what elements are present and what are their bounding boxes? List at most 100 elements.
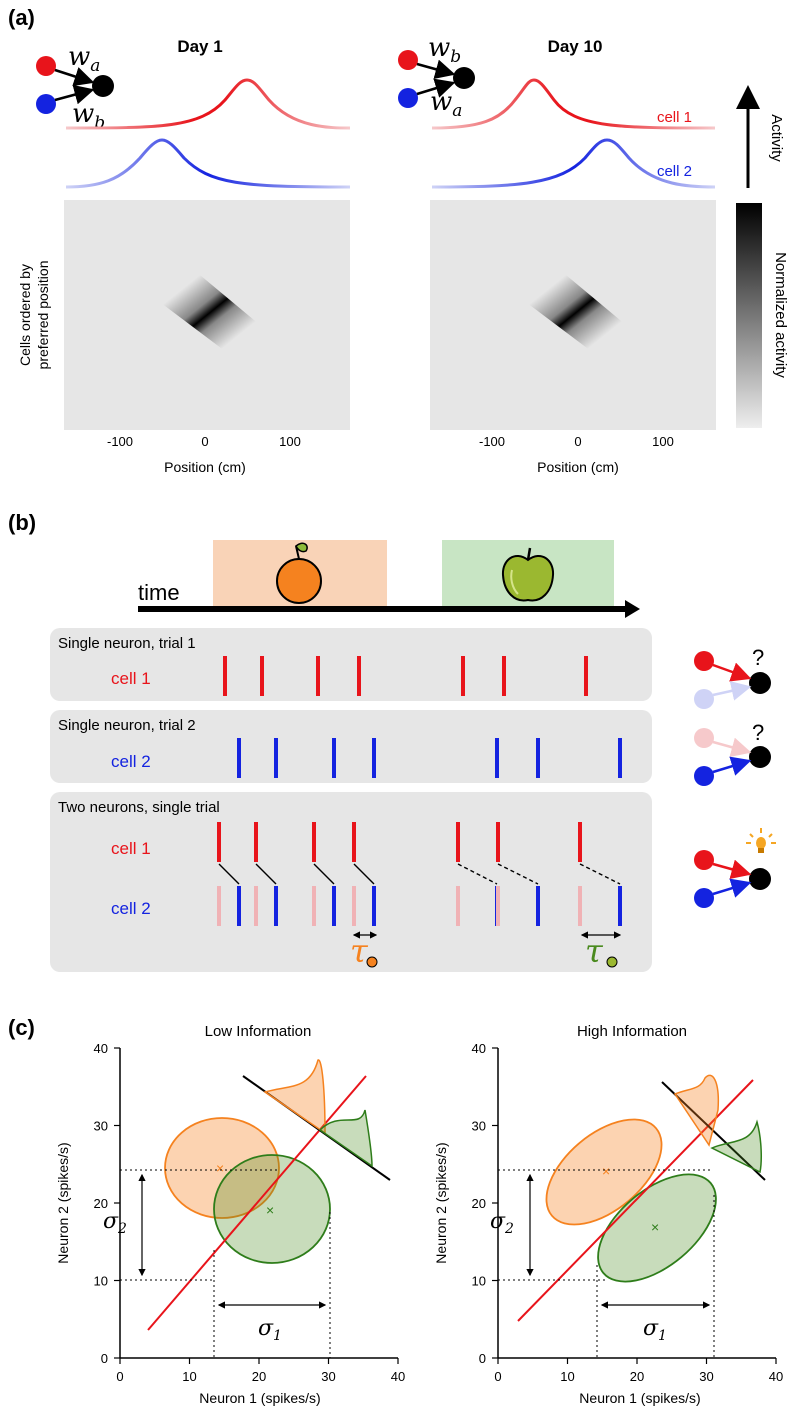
high-green-mean-icon: × [651, 1219, 659, 1235]
svg-text:σ2: σ2 [103, 1209, 127, 1237]
trial2-cell2-label: cell 2 [111, 752, 151, 771]
panel-b-label: (b) [8, 510, 36, 535]
day10-w-top: w [428, 33, 450, 63]
day1-xtick-1: 0 [201, 434, 208, 449]
day10-xtick-0: -100 [479, 434, 505, 449]
lightbulb-icon [746, 828, 776, 853]
day1-circuit-diagram: wa wb [36, 42, 114, 133]
trial1-question: ? [752, 645, 764, 670]
svg-text:σ1: σ1 [258, 1316, 282, 1344]
trial2-label: Single neuron, trial 2 [58, 717, 196, 734]
ylabel-line2: preferred position [35, 261, 51, 370]
high-decision-line [517, 1079, 754, 1322]
trial3-cell1-label: cell 1 [111, 839, 151, 858]
trial3-box [50, 792, 652, 972]
tau-orange: τ [350, 932, 369, 970]
day10-cell1-tuning-curve [431, 78, 716, 130]
delay-link [313, 863, 335, 885]
apple-small-icon [606, 956, 618, 968]
low-ylabel: Neuron 2 (spikes/s) [55, 1142, 71, 1263]
high-sigma2-sub: 2 [504, 1221, 514, 1237]
day1-w-bottom: w [72, 99, 94, 129]
colorbar [736, 203, 762, 428]
trial1-spike-train [223, 656, 588, 696]
low-orange-projection [263, 1059, 326, 1135]
day1-w-bottom-sub: b [94, 113, 105, 133]
y-tick: 20 [94, 1196, 108, 1211]
high-green-distribution [597, 1173, 717, 1283]
day1-w-top-sub: a [90, 56, 100, 76]
delay-link [579, 863, 621, 885]
delay-link [497, 863, 539, 885]
delay-link [353, 863, 375, 885]
apple-icon [501, 547, 555, 602]
trial3-spike-train [217, 822, 622, 926]
day10-cell2-tuning-curve [431, 138, 716, 189]
x-tick: 10 [182, 1369, 196, 1384]
trial2-readout-diagram: ? [694, 720, 771, 786]
y-tick: 30 [472, 1119, 486, 1134]
trial3-cell2-label: cell 2 [111, 899, 151, 918]
y-tick: 10 [94, 1274, 108, 1289]
trial2-box [50, 710, 652, 783]
day1-xlabel: Position (cm) [164, 459, 246, 475]
day1-xtick-0: -100 [107, 434, 133, 449]
x-tick: 40 [391, 1369, 405, 1384]
day10-w-bottom: w [430, 87, 452, 117]
day10-xlabel: Position (cm) [537, 459, 619, 475]
x-tick: 0 [494, 1369, 501, 1384]
y-tick: 0 [479, 1351, 486, 1366]
low-orange-distribution [164, 1117, 280, 1219]
y-tick: 0 [101, 1351, 108, 1366]
day1-title: Day 1 [177, 37, 222, 56]
trial1-label: Single neuron, trial 1 [58, 635, 196, 652]
high-orange-distribution [545, 1118, 663, 1226]
orange-small-icon [366, 956, 378, 968]
low-title: Low Information [205, 1023, 312, 1040]
panel-c-label: (c) [8, 1015, 35, 1040]
y-tick: 20 [472, 1196, 486, 1211]
day1-w-top: w [68, 42, 90, 72]
orange-icon [276, 542, 322, 604]
low-green-distribution [213, 1154, 331, 1264]
y-tick: 30 [94, 1119, 108, 1134]
low-sigma2: σ [103, 1209, 119, 1234]
day10-cell2-label: cell 2 [657, 163, 692, 180]
svg-text:σ1: σ1 [643, 1316, 667, 1344]
x-tick: 30 [699, 1369, 713, 1384]
trial3-readout-diagram [694, 828, 776, 908]
high-xlabel: Neuron 1 (spikes/s) [579, 1390, 700, 1406]
y-tick: 10 [472, 1274, 486, 1289]
high-sigma1-sub: 1 [658, 1328, 667, 1344]
y-tick: 40 [94, 1041, 108, 1056]
high-information-plot: High Information 0 10 20 30 40 0 10 20 30 40 Neur… [433, 1023, 783, 1406]
svg-text:wb: wb [72, 99, 105, 133]
x-tick: 20 [630, 1369, 644, 1384]
low-orange-mean-icon: × [216, 1160, 224, 1176]
day1-heatmap-diagonal [64, 200, 350, 430]
low-sigma1: σ [258, 1316, 274, 1341]
colorbar-label: Normalized activity [772, 252, 789, 378]
day10-circuit-diagram: wb wa [398, 33, 475, 121]
day10-xtick-1: 0 [574, 434, 581, 449]
low-sigma1-sub: 1 [273, 1328, 282, 1344]
delay-link [218, 863, 240, 885]
day10-cell1-label: cell 1 [657, 109, 692, 126]
high-sigma2: σ [490, 1209, 506, 1234]
high-green-projection [710, 1119, 762, 1174]
x-tick: 20 [252, 1369, 266, 1384]
red-neuron-icon [398, 50, 418, 70]
trial3-label: Two neurons, single trial [58, 799, 220, 816]
trial2-spike-train [237, 738, 622, 778]
day10-title: Day 10 [548, 37, 603, 56]
target-neuron-icon [453, 67, 475, 89]
svg-text:wa: wa [430, 87, 462, 121]
red-neuron-icon [36, 56, 56, 76]
x-tick: 0 [116, 1369, 123, 1384]
high-projection-axis [661, 1081, 766, 1181]
low-sigma2-sub: 2 [117, 1221, 127, 1237]
time-label: time [138, 580, 180, 605]
blue-neuron-icon [36, 94, 56, 114]
low-information-plot: Low Information 0 10 20 30 40 0 10 20 30 40 Neuro… [55, 1023, 405, 1406]
svg-text:wa: wa [68, 42, 100, 76]
